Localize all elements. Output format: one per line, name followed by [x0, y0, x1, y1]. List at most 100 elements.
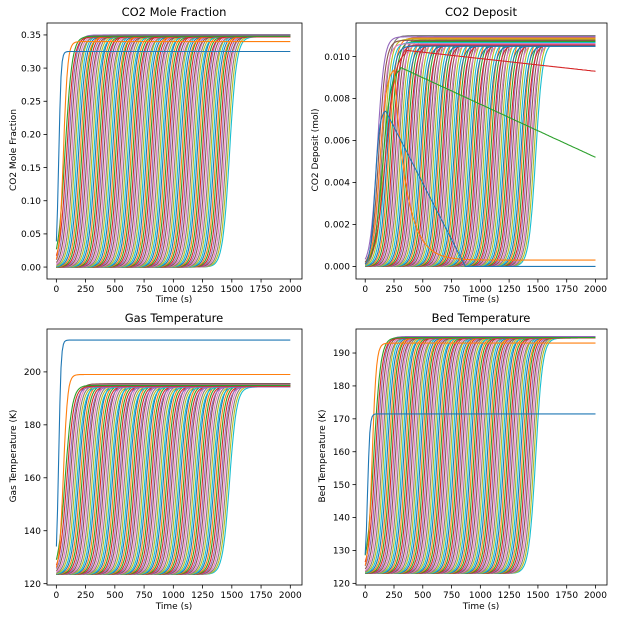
series-group	[364, 35, 596, 267]
x-tick-label: 0	[53, 591, 59, 601]
x-tick-label: 1750	[555, 591, 578, 601]
y-tick-label: 0.006	[324, 137, 350, 147]
series-line	[364, 337, 596, 556]
axes-frame	[46, 328, 303, 586]
y-tick-label: 0.30	[21, 64, 41, 74]
x-tick-label: 1000	[162, 285, 185, 295]
panel-co2-mole-fraction: CO2 Mole Fraction Time (s) CO2 Mole Frac…	[9, 5, 226, 305]
x-axis-label: Time (s)	[462, 602, 500, 612]
series-line	[364, 336, 596, 567]
series-line	[364, 43, 596, 265]
x-tick-label: 0	[362, 591, 368, 601]
x-axis-label: Time (s)	[155, 602, 193, 612]
y-tick-label: 180	[333, 382, 350, 392]
x-tick-label: 1000	[469, 591, 492, 601]
x-tick-label: 500	[106, 285, 123, 295]
x-tick-label: 1250	[498, 591, 521, 601]
series-line	[365, 37, 596, 267]
y-tick-label: 160	[333, 448, 350, 458]
series-line	[55, 50, 291, 242]
x-tick-label: 1500	[220, 285, 243, 295]
y-tick-label: 0.25	[21, 97, 41, 107]
x-tick-label: 1750	[555, 285, 578, 295]
y-tick-label: 0.10	[21, 197, 41, 207]
x-tick-label: 2000	[584, 285, 607, 295]
y-tick-label: 180	[24, 421, 41, 431]
series-line	[55, 386, 291, 569]
chart-title: CO2 Deposit	[445, 5, 518, 19]
x-tick-label: 250	[77, 285, 94, 295]
y-tick-label: 0.002	[324, 221, 350, 231]
series-line	[55, 383, 291, 572]
x-tick-label: 500	[106, 591, 123, 601]
x-tick-label: 1500	[526, 285, 549, 295]
x-tick-label: 250	[77, 591, 94, 601]
panel-gas-temperature: Gas Temperature Time (s) Gas Temperature…	[9, 311, 223, 612]
series-line	[365, 40, 596, 267]
x-tick-label: 1250	[498, 285, 521, 295]
x-tick-label: 750	[443, 285, 460, 295]
plot-area: 0 250 500 750 1000 1250 1500 1750 2000 0.00 0.05 0.…	[21, 22, 303, 295]
y-axis-label: Gas Temperature (K)	[9, 410, 19, 503]
series-line	[365, 38, 596, 266]
series-line	[55, 385, 291, 566]
x-tick-label: 0	[53, 285, 59, 295]
series-line	[364, 110, 596, 267]
y-tick-label: 0.004	[324, 179, 350, 189]
y-tick-label: 190	[333, 349, 350, 359]
x-tick-label: 750	[135, 285, 152, 295]
series-line	[364, 342, 596, 566]
x-tick-label: 0	[362, 285, 368, 295]
series-line	[364, 68, 596, 264]
y-axis-label: Bed Temperature (K)	[318, 409, 328, 502]
x-tick-label: 1750	[250, 591, 273, 601]
series-line	[364, 35, 596, 266]
y-tick-label: 0.35	[21, 31, 41, 41]
series-line	[364, 39, 596, 263]
y-tick-label: 0.20	[21, 131, 41, 141]
series-line	[55, 36, 291, 256]
x-tick-label: 250	[385, 285, 402, 295]
series-line	[364, 66, 596, 264]
y-tick-label: 0.010	[324, 53, 350, 63]
y-tick-label: 160	[24, 474, 41, 484]
y-tick-label: 170	[333, 415, 350, 425]
x-tick-label: 1250	[191, 285, 214, 295]
axes-frame	[355, 328, 608, 586]
x-tick-label: 1250	[191, 591, 214, 601]
series-line	[55, 34, 291, 261]
series-group	[364, 336, 596, 575]
x-axis-label: Time (s)	[155, 295, 193, 305]
x-tick-label: 1000	[469, 285, 492, 295]
x-tick-label: 1500	[220, 591, 243, 601]
y-tick-label: 120	[333, 580, 350, 590]
y-tick-label: 0.000	[324, 263, 350, 273]
y-tick-label: 0.15	[21, 164, 41, 174]
y-tick-label: 200	[24, 368, 41, 378]
plot-area: 0 250 500 750 1000 1250 1500 1750 2000 0.000 0.002…	[324, 22, 608, 295]
series-line	[55, 41, 291, 260]
y-tick-label: 0.05	[21, 230, 41, 240]
y-axis-label: CO2 Deposit (mol)	[311, 108, 321, 191]
y-tick-label: 0.00	[21, 263, 41, 273]
plot-area: 0 250 500 750 1000 1250 1500 1750 2000 120 140 160 1…	[24, 328, 303, 601]
chart-title: Bed Temperature	[432, 311, 531, 325]
y-tick-label: 0.008	[324, 95, 350, 105]
panel-co2-deposit: CO2 Deposit Time (s) CO2 Deposit (mol)	[311, 5, 517, 305]
axes-frame	[46, 22, 303, 280]
series-line	[55, 35, 291, 250]
x-tick-label: 250	[385, 591, 402, 601]
x-tick-label: 1750	[250, 285, 273, 295]
series-line	[55, 384, 291, 560]
series-line	[364, 413, 596, 555]
series-line	[55, 373, 291, 568]
chart-title: CO2 Mole Fraction	[122, 5, 227, 19]
axes-frame	[355, 22, 608, 280]
series-line	[365, 44, 596, 267]
series-line	[364, 36, 596, 260]
x-tick-label: 2000	[279, 591, 302, 601]
x-tick-label: 500	[414, 285, 431, 295]
y-tick-label: 140	[333, 514, 350, 524]
x-tick-label: 2000	[584, 591, 607, 601]
